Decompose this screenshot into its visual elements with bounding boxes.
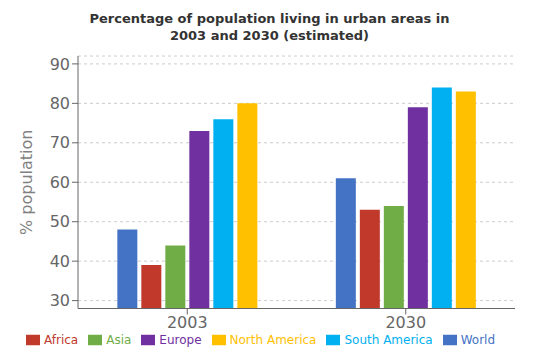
html-text:South America: South America xyxy=(344,332,433,347)
svg-text:60: 60 xyxy=(50,173,70,192)
html-text:North America: North America xyxy=(229,332,317,347)
html-text:Europe: Europe xyxy=(159,332,202,347)
svg-text:% population: % population xyxy=(17,130,36,235)
svg-text:2003: 2003 xyxy=(167,313,208,332)
html-text:Africa: Africa xyxy=(44,332,79,347)
html-text:Asia: Asia xyxy=(106,332,132,347)
svg-text:90: 90 xyxy=(50,55,70,74)
html-text:Percentage of population livin: Percentage of population living in urban… xyxy=(89,11,450,26)
html-text:2003 and 2030 (estimated): 2003 and 2030 (estimated) xyxy=(170,28,369,43)
svg-text:40: 40 xyxy=(50,252,70,271)
svg-text:2030: 2030 xyxy=(385,313,426,332)
svg-text:50: 50 xyxy=(50,212,70,231)
html-text:World: World xyxy=(460,332,495,347)
svg-text:30: 30 xyxy=(50,291,70,310)
svg-text:70: 70 xyxy=(50,133,70,152)
svg-text:80: 80 xyxy=(50,94,70,113)
